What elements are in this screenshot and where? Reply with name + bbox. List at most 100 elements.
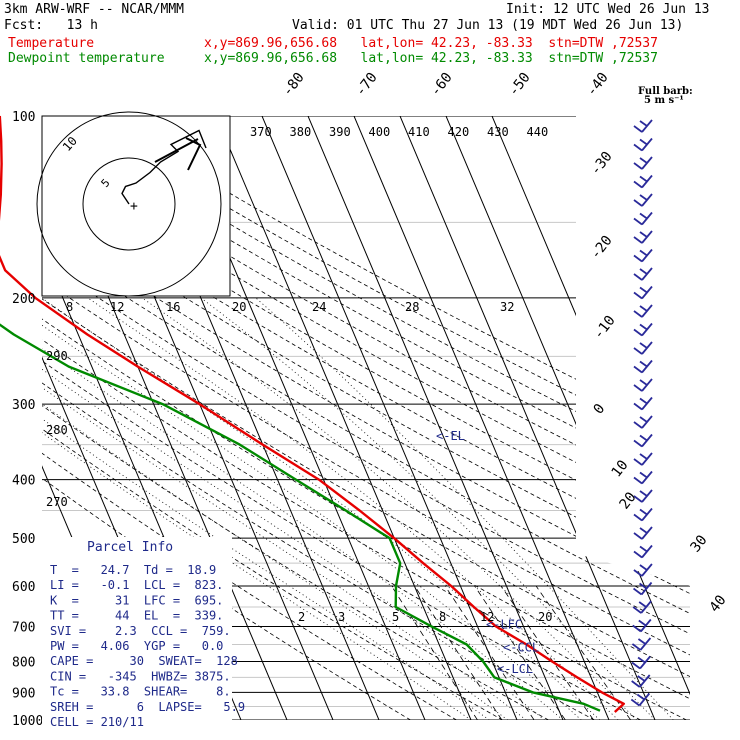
parcel-info-row: SVI = 2.3 CCL = 759.	[50, 624, 231, 638]
isotherm-label: -50	[506, 70, 534, 100]
mixing-ratio-label: 12	[480, 610, 494, 624]
wind-barb	[633, 267, 653, 281]
moist-adiabat	[87, 297, 619, 720]
hodograph-storm-mark: +	[130, 199, 138, 214]
mixing-ratio-label: 3	[338, 610, 345, 624]
header-valid: Valid: 01 UTC Thu 27 Jun 13 (19 MDT Wed …	[292, 18, 684, 33]
hodograph-ring	[82, 157, 176, 251]
parcel-info-box: Parcel Info T = 24.7 Td = 18.9LI = -0.1 L…	[42, 537, 245, 729]
theta-label: 390	[329, 125, 351, 139]
isotherm-label: -60	[428, 70, 456, 100]
hodograph-ring-label: 32	[500, 300, 514, 314]
pressure-label: 900	[12, 686, 35, 701]
isotherm-label: 30	[688, 532, 711, 555]
plot-area	[42, 116, 690, 720]
isotherm-label: -70	[353, 70, 381, 100]
parcel-info-row: CAPE = 30 SWEAT= 128	[50, 654, 238, 668]
dry-adiabat	[42, 116, 690, 720]
isotherm-label: -40	[584, 70, 612, 100]
header-init: Init: 12 UTC Wed 26 Jun 13	[506, 2, 710, 17]
hodograph-ring-label: 12	[110, 300, 124, 314]
mixing-ratio-line	[444, 585, 535, 720]
moist-adiabat	[42, 297, 509, 720]
theta-label: 430	[487, 125, 509, 139]
pressure-label: 500	[12, 532, 35, 547]
parcel-info-row: CIN = -345 HWBZ= 3875.	[50, 669, 231, 683]
moist-adiabat	[200, 297, 656, 720]
parcel-info-row: K = 31 LFC = 695.	[50, 593, 223, 607]
hodograph-ring-label: 28	[405, 300, 419, 314]
wind-barb	[633, 248, 653, 263]
parcel-info-title: Parcel Info	[87, 540, 173, 555]
wind-barb	[633, 415, 653, 429]
hodograph-trace	[121, 129, 207, 205]
wind-barb	[633, 563, 653, 577]
wind-barb	[632, 618, 652, 633]
dry-adiabat	[42, 116, 503, 720]
dry-adiabat	[42, 116, 690, 720]
wind-barb	[633, 156, 653, 170]
theta-label: 400	[369, 125, 391, 139]
wind-barb	[633, 433, 653, 448]
hodograph-arrow	[154, 137, 202, 171]
moist-adiabat	[42, 297, 490, 720]
mixing-ratio-label: 8	[439, 610, 446, 624]
dry-adiabat	[42, 116, 690, 720]
theta-label: 370	[250, 125, 272, 139]
parcel-info-row: TT = 44 EL = 339.	[50, 609, 223, 623]
parcel-info-row: T = 24.7 Td = 18.9	[50, 563, 216, 577]
wind-barb	[633, 396, 653, 411]
mixing-ratio-line	[474, 585, 566, 720]
wind-barb	[633, 489, 653, 503]
pressure-label: 300	[12, 398, 35, 413]
theta-left-label: 270	[46, 495, 68, 509]
isotherm-label: 40	[707, 592, 730, 615]
pressure-label: 700	[12, 620, 35, 635]
pressure-label: 800	[12, 655, 35, 670]
pressure-label: 1000	[12, 714, 43, 729]
theta-label: 380	[290, 125, 312, 139]
wind-barb	[633, 285, 653, 300]
moist-adiabat	[255, 297, 674, 720]
theta-label: 410	[408, 125, 430, 139]
wind-legend-title: Full barb:	[638, 86, 693, 97]
wind-barb	[633, 211, 653, 226]
dry-adiabat	[42, 116, 641, 720]
pressure-label: 100	[12, 110, 35, 125]
isotherm-label: 0	[591, 401, 609, 417]
isotherm-label: 20	[617, 489, 640, 512]
wind-barb	[633, 119, 653, 133]
isotherm-line	[295, 116, 569, 720]
hodograph-ring-label: 16	[166, 300, 180, 314]
theta-left-label: 290	[46, 349, 68, 363]
header-model: 3km ARW-WRF -- NCAR/MMM	[4, 2, 185, 17]
isotherm-label: 10	[609, 457, 632, 480]
dry-adiabat	[42, 116, 595, 720]
pressure-label: 400	[12, 474, 35, 489]
mixing-ratio-label: 5	[392, 610, 399, 624]
moist-adiabat	[42, 297, 564, 720]
legend-temperature: Temperature	[8, 36, 95, 51]
mixing-ratio-label: 20	[538, 610, 552, 624]
parcel-info-row: Tc = 33.8 SHEAR= 8.	[50, 685, 231, 699]
wind-barb	[633, 137, 653, 152]
theta-label: 420	[448, 125, 470, 139]
legend-temperature-info: x,y=869.96,656.68 lat,lon= 42.23, -83.33…	[204, 36, 658, 51]
isotherm-line	[341, 116, 615, 720]
legend-dewpoint: Dewpoint temperature	[8, 51, 165, 66]
hodograph-ring-label: 20	[232, 300, 246, 314]
dewpoint-profile	[0, 323, 601, 712]
wind-barb	[633, 304, 653, 318]
wind-barb	[631, 655, 651, 670]
wind-barb	[633, 322, 653, 337]
hodograph-ring-label: 24	[312, 300, 326, 314]
wind-barb	[633, 341, 653, 355]
theta-label: 440	[527, 125, 549, 139]
pressure-label: 200	[12, 292, 35, 307]
isotherm-line	[203, 116, 477, 720]
wind-barb	[633, 470, 653, 485]
wind-barb	[633, 544, 653, 559]
wind-barb	[633, 174, 653, 189]
wind-barb	[633, 452, 653, 466]
